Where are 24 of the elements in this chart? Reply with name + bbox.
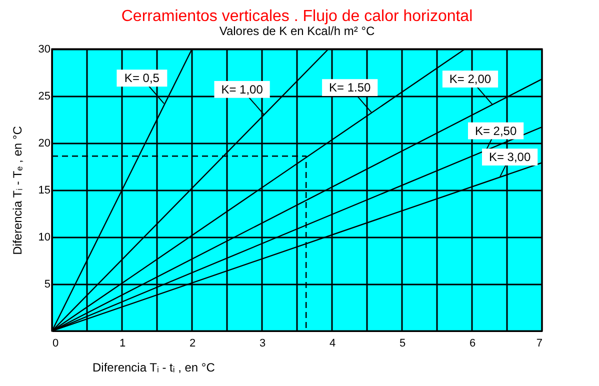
x-tick-label: 0 xyxy=(52,338,59,350)
x-tick-label: 3 xyxy=(259,338,266,350)
x-tick-label: 4 xyxy=(329,338,336,350)
x-tick-label: 1 xyxy=(119,338,126,350)
x-tick-label: 7 xyxy=(536,338,542,350)
y-tick-label: 30 xyxy=(38,44,50,56)
y-tick-label: 10 xyxy=(38,232,50,244)
annotation: K= 0,5 xyxy=(124,71,160,86)
annotation: K= 3,00 xyxy=(488,150,531,164)
chart-title: Cerramientos verticales . Flujo de calor horizontal xyxy=(121,8,473,25)
annotation: K= 1.50 xyxy=(329,80,372,95)
y-tick-label: 25 xyxy=(38,90,50,102)
annotation: K= 1,00 xyxy=(221,82,264,96)
chart-subtitle: Valores de K en Kcal/h m² °C xyxy=(219,24,375,38)
annotation: K= 2,50 xyxy=(474,124,517,138)
x-tick-label: 5 xyxy=(399,338,406,350)
y-tick-label: 20 xyxy=(38,138,50,150)
y-tick-label: 15 xyxy=(38,184,50,196)
annotation: K= 2,00 xyxy=(449,72,492,86)
x-axis-title: Diferencia Tᵢ - tᵢ , en °C xyxy=(92,360,216,374)
y-tick-label: 5 xyxy=(44,278,50,290)
y-axis-title: Diferencia Tᵢ - Tₑ , en °C xyxy=(10,126,24,255)
x-tick-label: 2 xyxy=(189,338,196,350)
x-tick-label: 6 xyxy=(469,338,476,350)
